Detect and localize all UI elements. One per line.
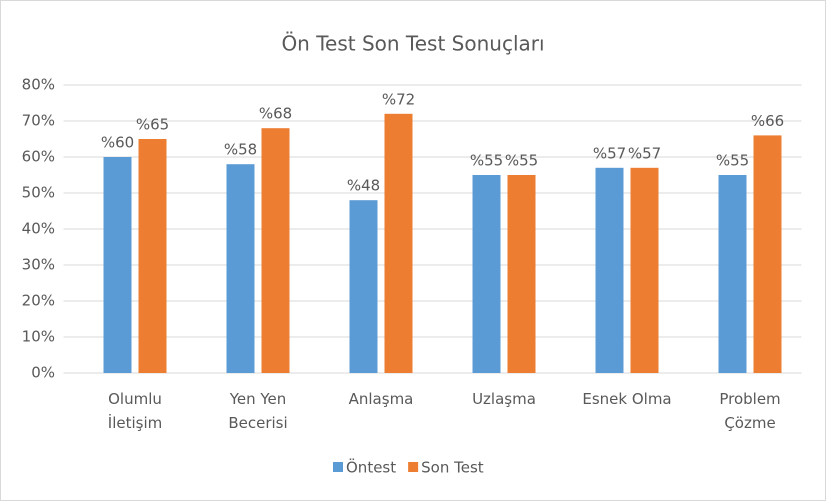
bar <box>103 157 132 373</box>
legend-label: Öntest <box>346 458 396 477</box>
y-tick-label: 60% <box>22 148 55 166</box>
y-tick-label: 20% <box>22 292 55 310</box>
y-tick-label: 80% <box>22 76 55 94</box>
data-label: %58 <box>224 141 257 159</box>
x-tick-label: Uzlaşma <box>472 390 536 408</box>
legend-swatch <box>408 462 419 472</box>
data-label: %55 <box>716 152 749 170</box>
data-label: %66 <box>751 112 784 130</box>
data-label: %60 <box>101 134 134 152</box>
y-tick-label: 40% <box>22 220 55 238</box>
data-label: %68 <box>259 105 292 123</box>
x-tick-label: Esnek Olma <box>582 390 672 408</box>
bar <box>226 164 255 373</box>
bar <box>718 175 747 373</box>
bar <box>595 167 624 373</box>
data-label: %57 <box>593 144 626 162</box>
bar <box>472 175 501 373</box>
bar <box>507 175 536 373</box>
x-tick-label: Anlaşma <box>348 390 414 408</box>
legend-swatch <box>333 462 343 472</box>
data-label: %57 <box>628 144 661 162</box>
y-tick-label: 0% <box>31 364 55 382</box>
bar <box>630 167 659 373</box>
y-tick-label: 70% <box>22 112 55 130</box>
data-label: %65 <box>136 116 169 134</box>
y-tick-label: 10% <box>22 328 55 346</box>
data-label: %48 <box>347 177 380 195</box>
x-tick-label: Olumlu İletişim <box>107 390 163 432</box>
data-label: %72 <box>382 90 415 108</box>
y-tick-label: 50% <box>22 184 55 202</box>
data-label: %55 <box>470 152 503 170</box>
legend-label: Son Test <box>421 459 484 477</box>
chart-title: Ön Test Son Test Sonuçları <box>281 32 544 56</box>
bar <box>138 139 167 373</box>
x-tick-label: Yen Yen Becerisi <box>228 390 288 432</box>
data-label: %55 <box>505 152 538 170</box>
bar <box>261 128 290 373</box>
bar <box>753 135 782 373</box>
bar <box>349 200 378 373</box>
y-tick-label: 30% <box>22 256 55 274</box>
x-tick-label: Problem Çözme <box>719 390 781 432</box>
bar <box>384 113 413 374</box>
